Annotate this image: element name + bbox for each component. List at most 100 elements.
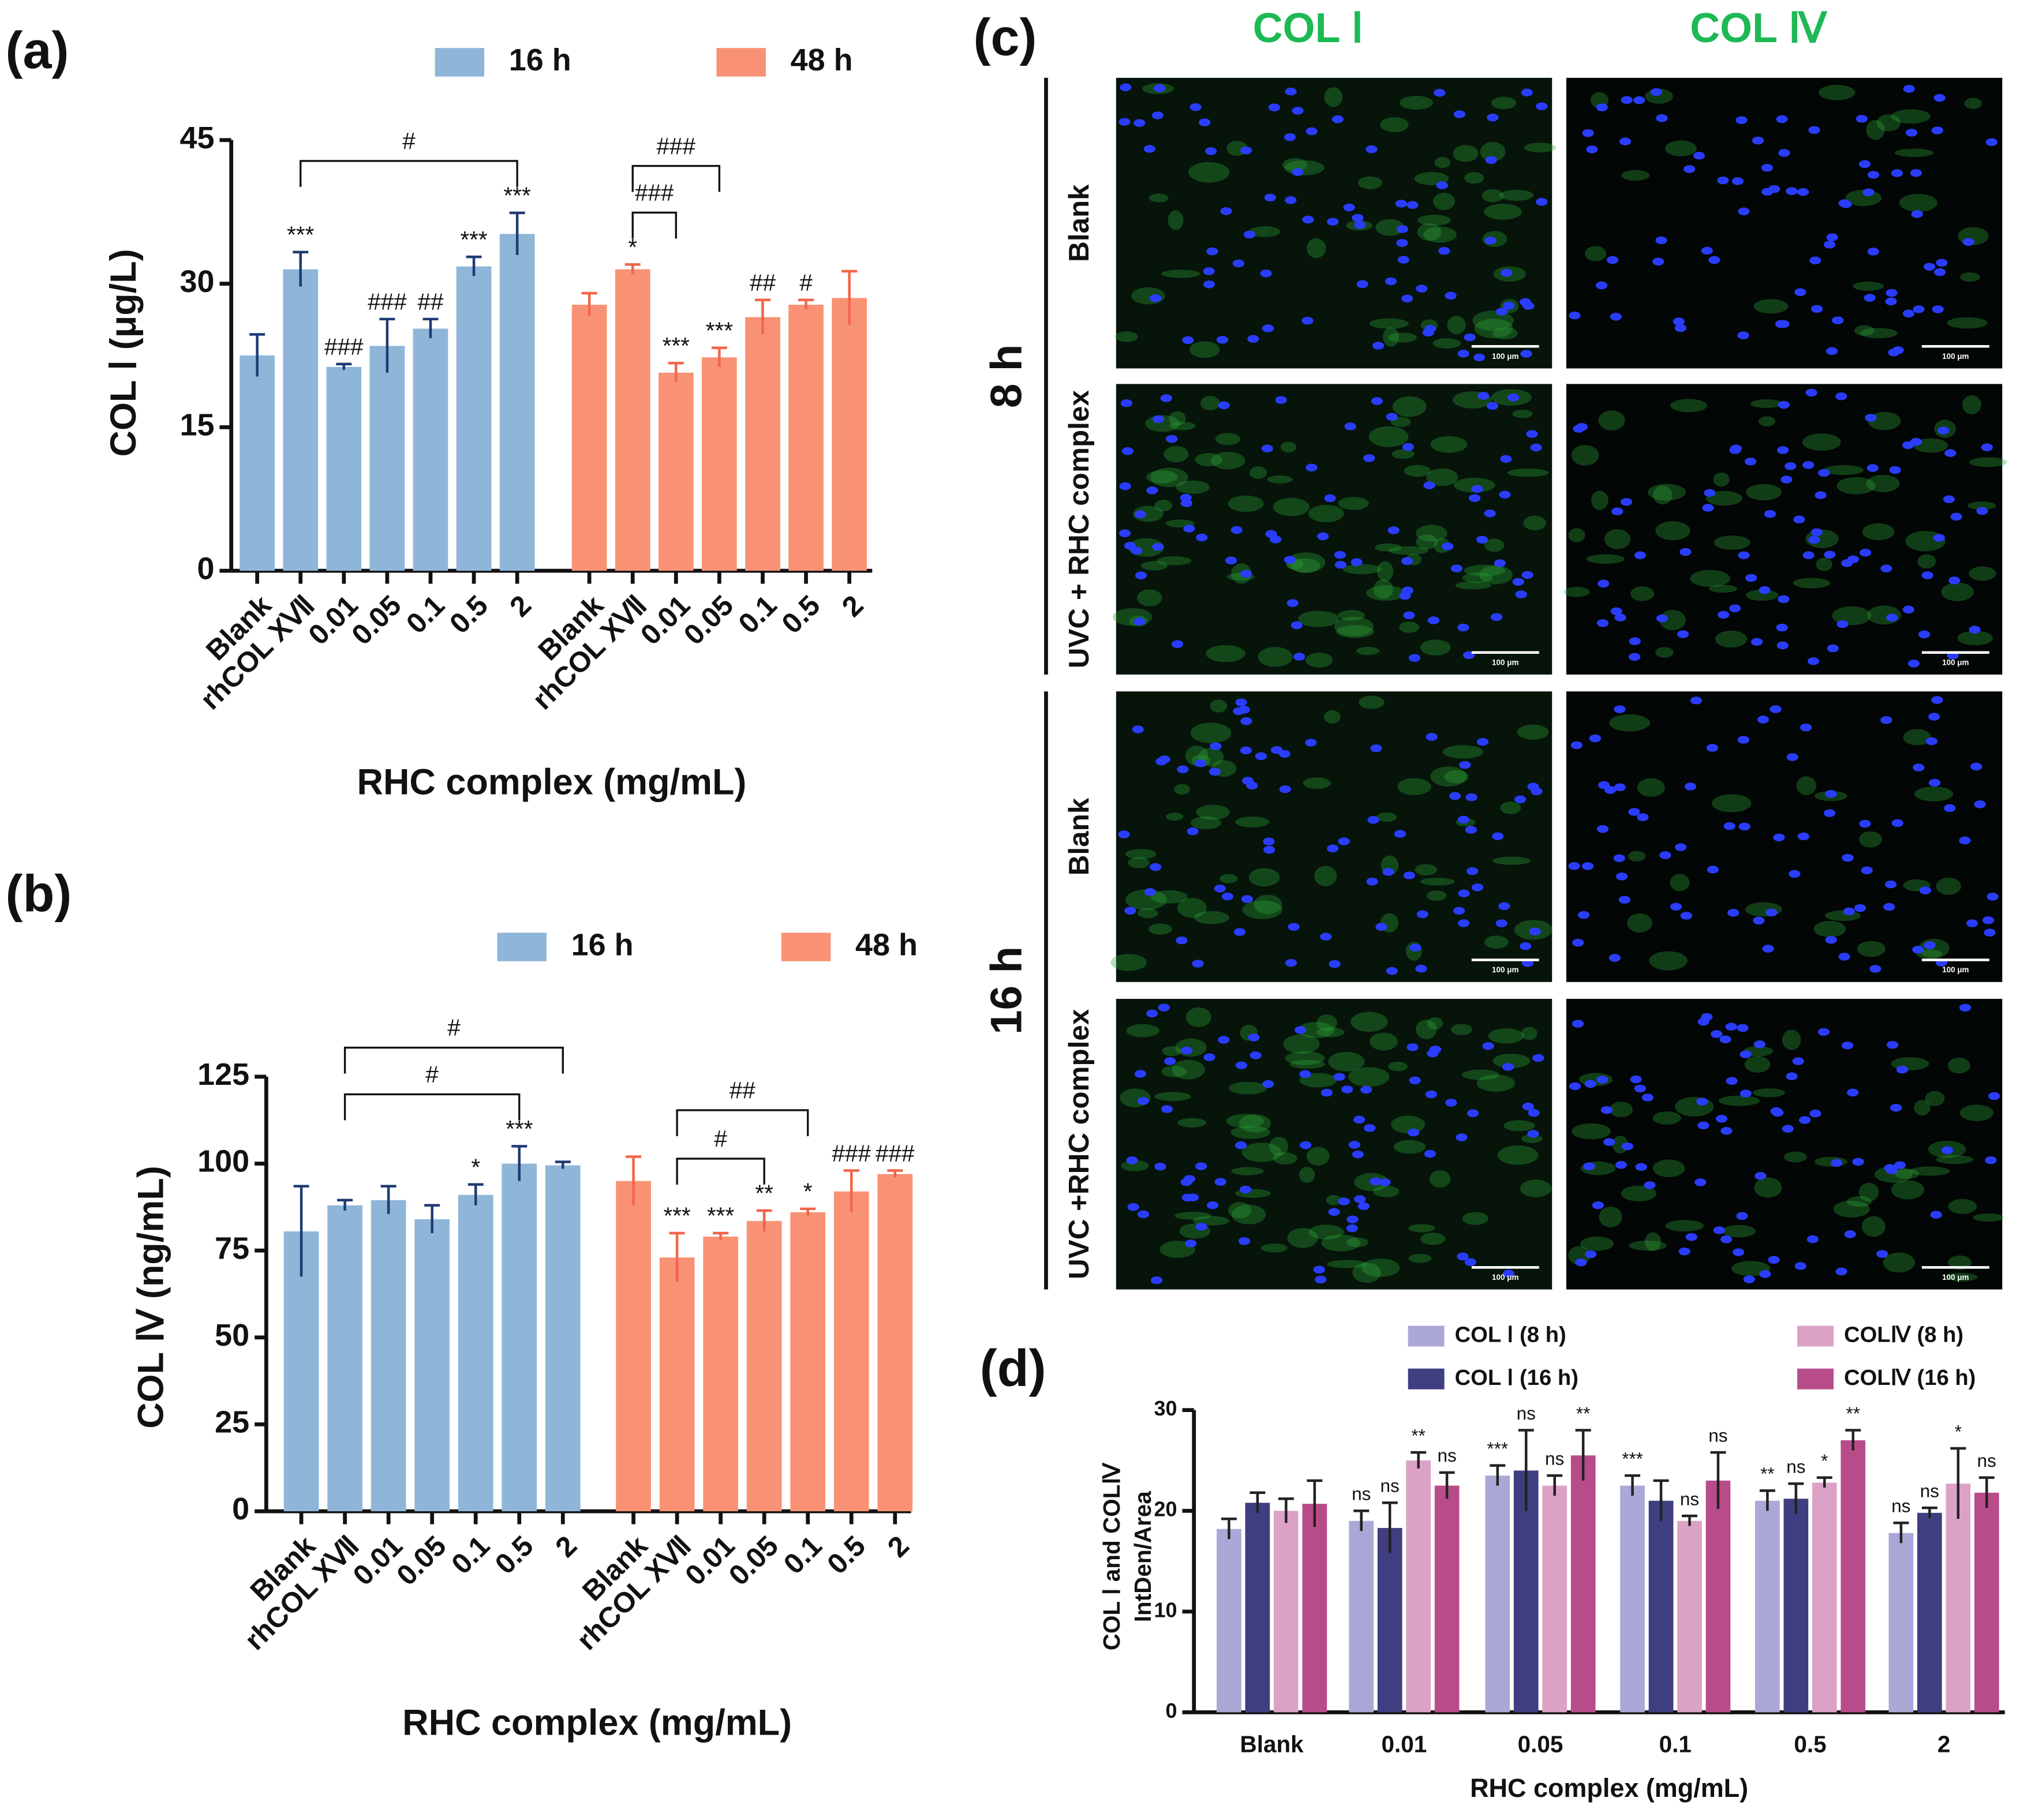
nucleus xyxy=(1334,551,1346,559)
nucleus xyxy=(1329,960,1341,968)
significance: # xyxy=(799,269,813,295)
bar xyxy=(703,1237,738,1511)
nucleus xyxy=(1457,349,1469,358)
cell-stain xyxy=(1429,1170,1451,1188)
cell-stain xyxy=(1282,158,1308,171)
nucleus xyxy=(1966,919,1978,927)
cell-stain xyxy=(1665,1220,1704,1232)
nucleus xyxy=(1216,336,1229,344)
bar xyxy=(1946,1484,1971,1713)
cell-stain xyxy=(1273,497,1310,516)
nucleus xyxy=(1613,854,1625,862)
cell-stain xyxy=(1503,1120,1535,1132)
nucleus xyxy=(1192,960,1204,968)
nucleus xyxy=(1621,96,1633,104)
legend-swatch xyxy=(1408,1368,1445,1390)
nucleus xyxy=(1596,1076,1608,1084)
nucleus xyxy=(1341,1085,1353,1094)
cell-stain xyxy=(1346,1237,1368,1248)
nucleus xyxy=(1844,1230,1856,1238)
nucleus xyxy=(1924,941,1936,949)
bracket xyxy=(343,1093,521,1121)
bar xyxy=(414,1219,450,1511)
nucleus xyxy=(1352,214,1364,222)
nucleus xyxy=(1205,147,1217,155)
nucleus xyxy=(1886,613,1898,622)
nucleus xyxy=(1354,221,1366,229)
nucleus xyxy=(1586,145,1598,153)
cell-stain xyxy=(1492,856,1531,865)
cell-stain xyxy=(1174,1211,1211,1220)
nucleus xyxy=(1221,892,1234,901)
nucleus xyxy=(1876,1250,1888,1258)
nucleus xyxy=(1776,641,1789,650)
nucleus xyxy=(1305,463,1318,472)
cell-stain xyxy=(1969,457,2007,467)
nucleus xyxy=(1725,1023,1737,1031)
nucleus xyxy=(1832,316,1844,324)
scale-bar-label: 100 μm xyxy=(1942,965,1969,974)
legend-swatch xyxy=(497,933,547,961)
nucleus xyxy=(1503,301,1515,310)
cell-stain xyxy=(1361,1259,1400,1278)
nucleus xyxy=(1723,822,1735,830)
nucleus xyxy=(1896,1065,1909,1074)
bar xyxy=(877,1174,913,1511)
error-bar xyxy=(1307,1479,1323,1527)
nucleus xyxy=(1797,188,1809,196)
error-bar xyxy=(1382,1501,1398,1553)
nucleus xyxy=(1652,257,1664,266)
nucleus xyxy=(1521,571,1533,579)
nucleus xyxy=(1759,586,1771,594)
nucleus xyxy=(1753,1040,1766,1048)
cell-stain xyxy=(1113,608,1153,626)
cell-stain xyxy=(1306,1147,1330,1166)
cell-stain xyxy=(1824,910,1861,922)
nucleus xyxy=(1243,230,1256,239)
nucleus xyxy=(1568,862,1580,870)
nucleus xyxy=(1603,1138,1615,1146)
nucleus xyxy=(1919,886,1932,894)
nucleus xyxy=(1364,1124,1376,1132)
nucleus xyxy=(1831,1159,1843,1167)
cell-stain xyxy=(1162,1046,1182,1057)
nucleus xyxy=(1240,746,1252,755)
cell-stain xyxy=(1121,1160,1149,1171)
nucleus xyxy=(1762,945,1774,953)
cell-stain xyxy=(1655,521,1690,541)
nucleus xyxy=(1860,549,1872,557)
nucleus xyxy=(1858,160,1871,168)
cell-stain xyxy=(1497,1145,1539,1165)
error-bar xyxy=(337,1199,353,1211)
nucleus xyxy=(1740,1050,1752,1058)
significance: ns xyxy=(1891,1496,1910,1516)
bar xyxy=(1406,1460,1431,1713)
bracket-label: # xyxy=(425,1061,439,1088)
nucleus xyxy=(1240,570,1252,578)
nucleus xyxy=(1485,156,1497,164)
nucleus xyxy=(1704,489,1716,497)
nucleus xyxy=(1494,559,1506,567)
panel-label: (c) xyxy=(974,9,1037,67)
nucleus xyxy=(1933,268,1946,276)
nucleus xyxy=(1255,752,1267,761)
nucleus xyxy=(1351,558,1363,567)
y-tick-label: 125 xyxy=(197,1057,249,1092)
nucleus xyxy=(1944,804,1956,812)
nucleus xyxy=(1731,177,1744,185)
bracket xyxy=(300,160,518,187)
nucleus xyxy=(1366,145,1378,153)
nucleus xyxy=(1745,458,1757,466)
significance: ns xyxy=(1381,1476,1400,1496)
nucleus xyxy=(1780,475,1793,484)
nucleus xyxy=(1836,620,1849,628)
cell-stain xyxy=(1399,621,1420,633)
bar xyxy=(326,366,362,571)
cell-stain xyxy=(1874,1166,1913,1183)
cell-stain xyxy=(1154,499,1173,512)
nucleus xyxy=(1324,494,1336,503)
nucleus xyxy=(1805,388,1817,397)
cell-stain xyxy=(1297,611,1340,627)
nucleus xyxy=(1615,1160,1627,1169)
legend-label: 16 h xyxy=(509,43,571,77)
